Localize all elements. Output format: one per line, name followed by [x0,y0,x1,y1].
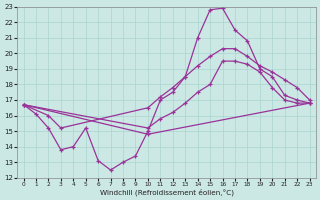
X-axis label: Windchill (Refroidissement éolien,°C): Windchill (Refroidissement éolien,°C) [100,188,234,196]
